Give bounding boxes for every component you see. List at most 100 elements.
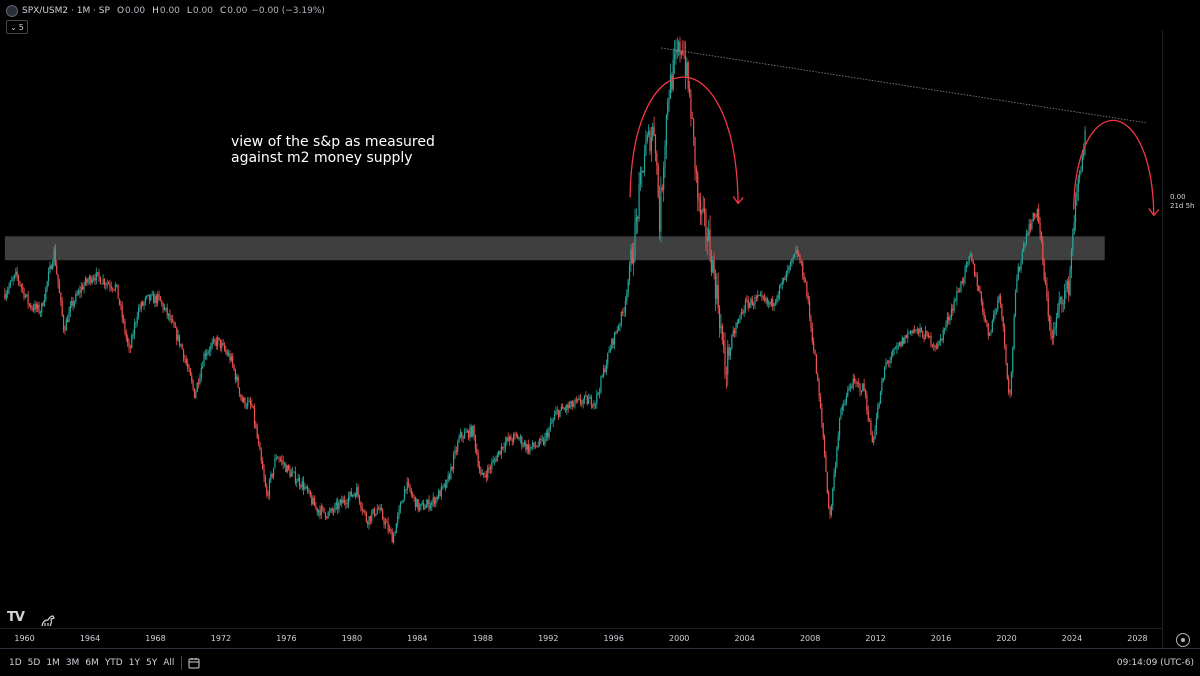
candle-down (718, 308, 721, 329)
candle-up (956, 291, 958, 301)
tradingview-logo[interactable]: TV (7, 610, 25, 625)
range-button-1m[interactable]: 1M (46, 657, 60, 668)
candle-up (144, 297, 146, 303)
candle-up (75, 293, 77, 302)
candle-up (613, 332, 616, 345)
calendar-icon[interactable] (188, 657, 200, 669)
candle-up (643, 155, 646, 172)
candle-up (170, 319, 172, 321)
x-tick-label: 1988 (473, 634, 493, 643)
candle-down (185, 359, 187, 364)
candle-down (223, 344, 226, 350)
candle-up (852, 378, 854, 388)
candle-up (435, 497, 437, 505)
candle-down (285, 463, 287, 473)
candle-up (1021, 251, 1023, 262)
dinosaur-icon[interactable] (40, 612, 56, 628)
candle-up (780, 284, 782, 286)
ohlc-close-key: C (219, 6, 227, 16)
candle-down (187, 363, 189, 368)
indicator-count: 5 (18, 22, 24, 32)
candle-down (941, 338, 943, 341)
candle-down (903, 337, 905, 344)
symbol-legend[interactable]: SPX/USM2 · 1M · SP O 0.00 H 0.00 L 0.00 C 0.… (6, 4, 325, 18)
candle-down (804, 281, 807, 283)
candle-up (91, 279, 93, 283)
candle-up (578, 398, 580, 400)
candle-up (101, 283, 103, 285)
indicators-toggle-button[interactable]: ⌄ 5 (6, 20, 28, 34)
candle-up (450, 466, 452, 479)
candle-up (421, 502, 423, 504)
candle-up (607, 352, 609, 365)
range-button-5y[interactable]: 5Y (145, 657, 158, 668)
candle-down (825, 455, 827, 472)
candle-up (1014, 292, 1017, 316)
range-button-all[interactable]: All (163, 657, 175, 668)
candle-down (64, 329, 66, 331)
candle-down (302, 481, 305, 490)
candle-up (230, 356, 232, 361)
candle-up (43, 299, 46, 306)
candle-up (768, 302, 770, 304)
symbol-title[interactable]: SPX/USM2 · 1M · SP (22, 6, 110, 16)
candle-up (793, 253, 796, 258)
candle-up (701, 210, 703, 215)
candle-down (82, 286, 84, 290)
candle-up (582, 399, 584, 404)
candle-down (249, 400, 252, 405)
candle-up (211, 342, 213, 346)
candle-up (1010, 372, 1013, 394)
candle-down (661, 187, 663, 190)
candle-up (498, 450, 500, 455)
range-button-ytd[interactable]: YTD (104, 657, 123, 668)
candle-down (810, 316, 812, 328)
candle-down (604, 368, 606, 372)
candle-up (963, 279, 965, 283)
candle-down (808, 300, 811, 317)
candle-up (506, 437, 508, 442)
candle-down (139, 308, 141, 310)
candle-down (369, 516, 372, 521)
candle-up (660, 187, 662, 232)
x-tick-label: 2012 (865, 634, 885, 643)
candle-up (773, 303, 775, 307)
clock-timezone[interactable]: 09:14:09 (UTC-6) (1116, 658, 1194, 668)
candle-up (140, 302, 142, 309)
candle-down (121, 305, 123, 318)
candle-up (912, 330, 914, 333)
range-button-6m[interactable]: 6M (85, 657, 99, 668)
candle-up (862, 383, 864, 392)
candle-up (147, 294, 149, 296)
candle-up (645, 140, 647, 156)
candle-down (671, 74, 673, 90)
chart-annotation-text[interactable]: view of the s&p as measured against m2 m… (231, 134, 435, 166)
candle-up (500, 446, 502, 455)
candle-up (526, 444, 528, 450)
candle-down (251, 404, 253, 406)
candle-up (916, 328, 918, 330)
range-button-1d[interactable]: 1D (9, 657, 22, 668)
candle-down (983, 311, 985, 319)
candle-up (781, 281, 783, 285)
candle-down (724, 346, 726, 374)
candle-down (122, 317, 125, 321)
range-button-1y[interactable]: 1Y (128, 657, 140, 668)
candle-down (853, 378, 856, 381)
candle-up (196, 382, 198, 392)
candle-up (9, 281, 11, 287)
candle-down (159, 296, 161, 302)
candle-down (383, 519, 385, 525)
candle-up (1066, 281, 1068, 289)
settings-gear-icon[interactable] (1176, 633, 1190, 647)
candle-down (27, 294, 29, 304)
candle-down (315, 506, 317, 508)
candle-up (537, 445, 539, 447)
time-axis-separator (0, 628, 1162, 629)
range-button-3m[interactable]: 3M (65, 657, 80, 668)
range-button-5d[interactable]: 5D (27, 657, 41, 668)
candle-down (345, 502, 347, 505)
candle-down (575, 400, 577, 401)
candle-down (495, 459, 497, 462)
